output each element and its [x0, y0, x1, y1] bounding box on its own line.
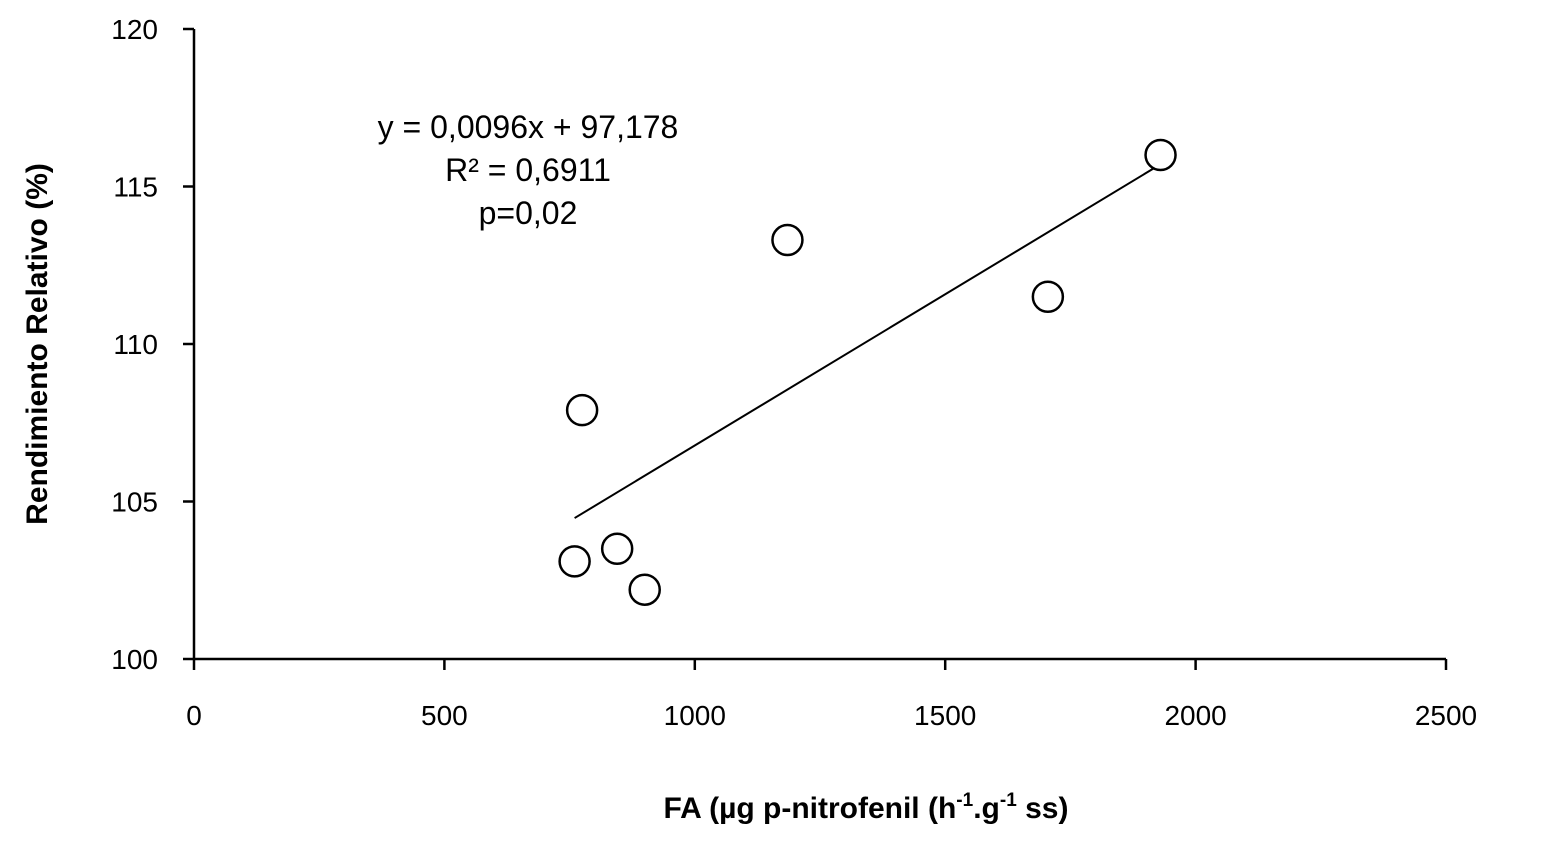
data-point [565, 393, 599, 427]
ticks: 100 105 110 115 120 0 500 1000 1500 2000 2500 [111, 14, 1477, 731]
x-axis-title-end: ss) [1017, 792, 1069, 825]
y-tick-label: 105 [111, 487, 158, 518]
x-axis-title-main: FA (µg p-nitrofenil (h [664, 792, 957, 825]
x-axis-title-mid: .g [973, 792, 1000, 825]
x-tick-label: 1000 [664, 700, 726, 731]
x-tick-label: 2000 [1164, 700, 1226, 731]
data-point [628, 573, 661, 606]
y-tick-label: 115 [113, 172, 158, 203]
x-axis-title: FA (µg p-nitrofenil (h-1.g-1 ss) [664, 790, 1069, 825]
y-tick-label: 120 [111, 14, 158, 45]
y-axis-title: Rendimiento Relativo (%) [21, 163, 54, 525]
x-tick-label: 0 [186, 700, 202, 731]
y-tick-label: 110 [113, 329, 158, 360]
pvalue-annotation: p=0,02 [479, 195, 578, 231]
x-axis-title-sup2: -1 [1000, 790, 1017, 811]
x-tick-label: 1500 [914, 700, 976, 731]
y-tick-label: 100 [111, 644, 158, 675]
data-point [558, 545, 591, 578]
data-point [1031, 280, 1065, 313]
x-tick-label: 500 [421, 700, 468, 731]
x-tick-label: 2500 [1415, 700, 1477, 731]
data-point [600, 532, 634, 565]
points-group [558, 138, 1177, 606]
equation-annotation: y = 0,0096x + 97,178 [378, 109, 679, 145]
x-axis-title-sup1: -1 [956, 790, 973, 811]
trendline [574, 163, 1162, 519]
r2-annotation: R² = 0,6911 [445, 152, 611, 188]
data-point [1144, 138, 1177, 172]
data-point [771, 223, 804, 257]
trendline-group [574, 163, 1162, 519]
